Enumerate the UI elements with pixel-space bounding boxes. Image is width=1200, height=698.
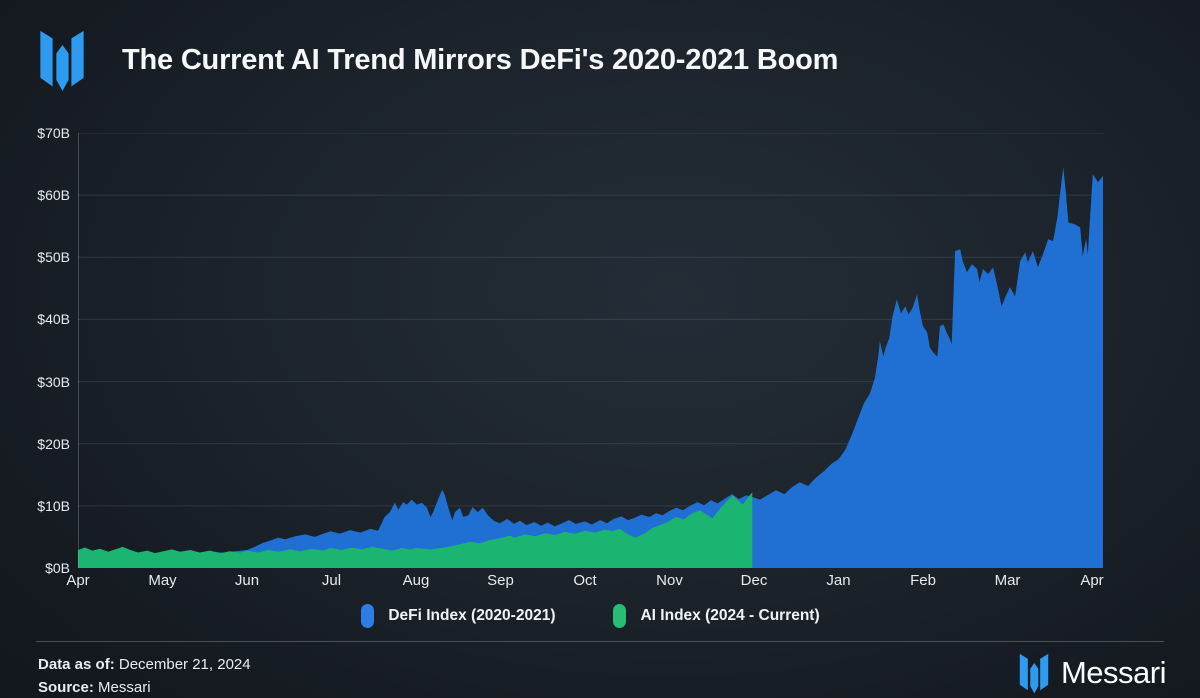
x-axis-label: Jun [234, 572, 260, 589]
footer-meta: Data as of: December 21, 2024 Source: Me… [38, 653, 251, 698]
x-axis-label: Jul [321, 572, 342, 589]
footer-divider [36, 641, 1164, 642]
source-label: Source: [38, 679, 94, 696]
logo-left-bar [40, 30, 53, 87]
x-axis-label: Apr [1080, 572, 1104, 589]
x-axis-label: Feb [910, 572, 936, 589]
page-title: The Current AI Trend Mirrors DeFi's 2020… [122, 44, 839, 76]
x-axis-label: Sep [487, 572, 514, 589]
x-axis-label: Nov [656, 572, 683, 589]
y-axis-label: $30B [37, 373, 70, 390]
legend-swatch-icon [361, 604, 375, 628]
messari-logo-icon [40, 30, 84, 92]
data-as-of-label: Data as of: [38, 656, 115, 673]
logo-middle-bar [56, 44, 69, 92]
data-as-of-line: Data as of: December 21, 2024 [38, 653, 251, 676]
y-axis-label: $70B [37, 125, 70, 141]
logo-right-bar [71, 30, 84, 87]
source-value: Messari [98, 679, 151, 696]
y-axis-label: $60B [37, 187, 70, 204]
y-axis-label: $50B [37, 249, 70, 266]
y-axis-label: $40B [37, 311, 70, 328]
legend-item: AI Index (2024 - Current) [613, 604, 820, 628]
legend-swatch-icon [613, 604, 627, 628]
legend-item: DeFi Index (2020-2021) [361, 604, 555, 628]
logo-middle-bar [1030, 663, 1039, 694]
x-axis-label: Aug [402, 572, 430, 589]
data-as-of-value: December 21, 2024 [118, 656, 251, 673]
footer-brand: Messari [1017, 652, 1167, 694]
x-axis-label: Dec [740, 572, 768, 589]
x-axis-label: Oct [573, 572, 597, 589]
messari-wordmark: Messari [1060, 655, 1167, 690]
y-axis-label: $10B [37, 497, 70, 514]
plot-svg [78, 133, 1103, 568]
logo-right-bar [1040, 653, 1049, 691]
x-axis-label: May [148, 572, 177, 589]
messari-logo-icon-footer [1019, 653, 1049, 694]
x-axis-label: Apr [66, 572, 90, 589]
defi-index-area [78, 167, 1103, 568]
chart-legend: DeFi Index (2020-2021) AI Index (2024 - C… [78, 604, 1103, 628]
logo-left-bar [1019, 653, 1028, 691]
y-axis-label: $20B [37, 435, 70, 452]
y-axis-label: $0B [45, 560, 70, 576]
source-line: Source: Messari [38, 676, 251, 698]
legend-label: DeFi Index (2020-2021) [388, 607, 556, 624]
x-axis-label: Jan [826, 572, 851, 589]
ai-index-area [78, 492, 753, 568]
legend-label: AI Index (2024 - Current) [640, 607, 820, 624]
x-axis-label: Mar [994, 572, 1021, 589]
